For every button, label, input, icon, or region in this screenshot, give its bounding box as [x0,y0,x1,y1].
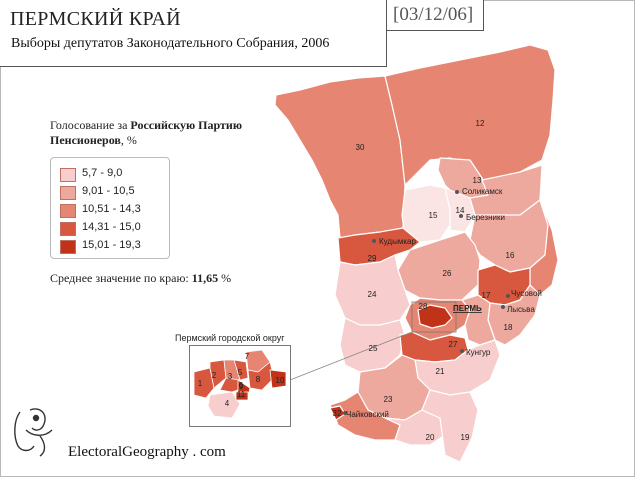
legend-label: 5,7 - 9,0 [82,167,123,179]
legend-label: 15,01 - 19,3 [82,239,141,251]
district-perm-city[interactable] [417,304,453,329]
region-label-23: 23 [384,395,393,404]
region-label-18: 18 [504,323,513,332]
inset-district-2[interactable] [209,359,227,389]
district-20[interactable] [384,409,446,446]
district-25[interactable] [339,317,406,373]
region-label-24: 24 [368,290,377,299]
region-label-20: 20 [426,433,435,442]
legend-heading-prefix: Голосование за [50,118,131,132]
city-label-perm[interactable]: ПЕРМЬ [453,304,482,313]
legend-box: 5,7 - 9,0 9,01 - 10,5 10,51 - 14,3 14,31… [50,157,170,259]
inset-labels: 1 2 3 4 5 6 7 8 9 10 11 [198,352,285,408]
perm-city-highlight [411,301,457,333]
average-value: Среднее значение по краю: 11,65 % [50,271,231,286]
inset-label-6: 6 [239,381,244,390]
district-30[interactable] [274,75,406,239]
election-date: [03/12/06] [393,4,474,25]
city-dot-kudymkar [372,239,376,243]
region-label-32: 32 [333,409,342,418]
inset-district-11[interactable] [235,391,249,401]
page-title: ПЕРМСКИЙ КРАЙ [10,8,181,30]
legend-swatch [60,186,76,200]
city-dot-kungur [460,349,464,353]
region-label-13: 13 [473,176,482,185]
inset-district-10[interactable] [269,369,287,389]
region-label-27: 27 [449,340,458,349]
city-label-kudymkar[interactable]: Кудымкар [379,237,416,246]
inset-label-3: 3 [228,372,233,381]
inset-leader-line [289,331,413,381]
average-suffix: % [218,271,232,285]
inset-title: Пермский городской округ [175,333,285,343]
region-label-17: 17 [482,291,491,300]
inset-district-1[interactable] [193,367,215,399]
date-box: [03/12/06] [387,0,484,31]
average-prefix: Среднее значение по краю: [50,271,192,285]
region-label-30: 30 [356,143,365,152]
inset-map [193,349,287,419]
inset-label-4: 4 [225,399,230,408]
region-label-19: 19 [461,433,470,442]
region-label-28: 28 [419,302,428,311]
electoral-geography-logo [14,408,53,457]
inset-label-1: 1 [198,379,203,388]
city-label-solikamsk[interactable]: Соликамск [462,187,503,196]
inset-label-11: 11 [237,390,246,399]
region-label-26: 26 [443,269,452,278]
region-labels: 12 13 14 15 16 17 18 19 20 21 23 24 25 2… [333,119,515,442]
region-label-25: 25 [369,344,378,353]
inset-label-5: 5 [238,368,243,377]
average-number: 11,65 [191,271,219,285]
region-label-29: 29 [368,254,377,263]
legend-label: 9,01 - 10,5 [82,185,135,197]
legend-party-name: Российскую Партию Пенсионеров [50,118,243,147]
city-label-kungur[interactable]: Кунгур [466,348,491,357]
city-dot-chaikovsky [343,411,347,415]
city-dot-berezniki [459,214,463,218]
legend-swatch [60,222,76,236]
inset-label-10: 10 [276,376,285,385]
city-label-chusovoy[interactable]: Чусовой [511,289,542,298]
legend-swatch [60,168,76,182]
legend-swatch [60,240,76,254]
legend-swatch [60,204,76,218]
city-label-chaikovsky[interactable]: Чайковский [346,410,389,419]
city-dot-solikamsk [455,190,459,194]
inset-district-5[interactable] [233,359,249,381]
city-label-berezniki[interactable]: Березники [466,213,505,222]
inset-label-7: 7 [245,352,250,361]
inset-label-9: 9 [239,382,244,391]
district-24[interactable] [334,254,411,326]
region-label-14: 14 [456,206,465,215]
city-dot-chusovoy [506,294,510,298]
brand-footer[interactable]: ElectoralGeography . com [68,444,226,460]
title-box: ПЕРМСКИЙ КРАЙ Выборы депутатов Законодат… [0,0,387,67]
legend-heading-suffix: , % [120,133,137,147]
region-label-21: 21 [436,367,445,376]
page-subtitle: Выборы депутатов Законодательного Собран… [11,36,330,51]
inset-box [189,345,291,427]
inset-label-2: 2 [212,371,217,380]
region-label-16: 16 [506,251,515,260]
city-label-lysva[interactable]: Лысьва [507,305,535,314]
district-15[interactable] [401,184,453,243]
city-dot-lysva [501,305,505,309]
legend-label: 14,31 - 15,0 [82,221,141,233]
region-label-12: 12 [476,119,485,128]
legend-label: 10,51 - 14,3 [82,203,141,215]
inset-label-8: 8 [256,375,261,384]
legend-heading: Голосование за Российскую Партию Пенсион… [50,118,290,148]
region-label-15: 15 [429,211,438,220]
district-19[interactable] [421,389,479,463]
city-markers: Соликамск Березники Кудымкар ПЕРМЬ Чусов… [343,187,542,419]
